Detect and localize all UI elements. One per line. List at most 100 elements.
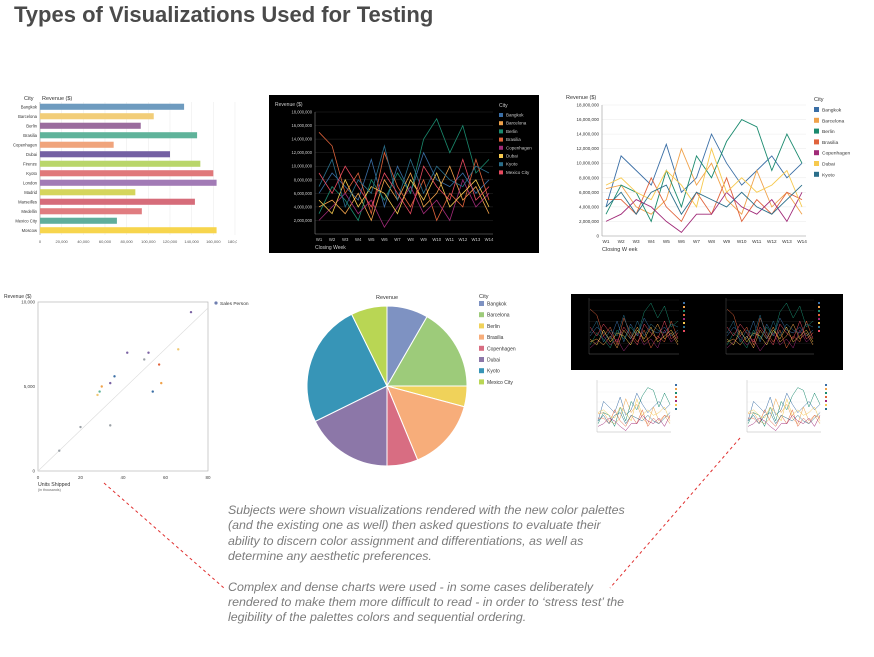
line-ytick: 12,000,000 [576, 146, 599, 151]
legend-swatch [814, 171, 819, 177]
dark-line-chart-panel: Revenue ($) 2,000,000 4,000,000 6,000,000 8,… [269, 95, 539, 253]
bar-xtick: 0 [39, 239, 42, 244]
bar-category-label: Firenze [23, 161, 38, 166]
bar-xtick: 140,000 [184, 239, 199, 244]
bar-chart-panel: City Revenue ($) 0 20,000 40,000 60,000 80,000… [5, 92, 237, 248]
thumb-legend-swatch [675, 408, 677, 410]
bar-xlabel: Revenue ($) [42, 96, 72, 102]
line-xtick: W12 [767, 239, 777, 244]
bar-bangkok [40, 103, 185, 110]
thumb-legend-swatch [825, 404, 827, 406]
thumb-series-line [597, 392, 671, 421]
series-line-dubai [605, 147, 803, 208]
legend-swatch [814, 107, 819, 112]
scatter-ytick: 10,000 [21, 300, 35, 305]
thumb-legend-swatch [825, 396, 827, 398]
line-xtick: W11 [446, 237, 455, 242]
pie-slice-dubai [314, 385, 388, 467]
line-ytick: 2,000,000 [579, 219, 600, 224]
pie-chart-panel: Revenue City Bangkok Barcelona Berlin Brasili… [300, 288, 540, 468]
bar-category-label: Moscow [22, 228, 38, 233]
thumb-series-line [589, 314, 679, 343]
thumb-legend-swatch [818, 322, 820, 324]
legend-swatch [499, 162, 503, 167]
scatter-point [79, 425, 82, 429]
line-ytick: 0 [596, 234, 599, 239]
pie-slice-barcelona [386, 316, 468, 387]
line-xtick: W8 [407, 237, 414, 242]
line-xlabel: Closing W eek [602, 247, 638, 253]
line-ylabel: Revenue ($) [275, 102, 303, 108]
pie-slice-mexico-city [350, 305, 388, 387]
thumb-legend-swatch [675, 384, 677, 386]
scatter-xlabel: Units Shipped [38, 482, 70, 488]
thumb-legend-swatch [818, 306, 820, 308]
thumb-series-line [597, 397, 671, 422]
line-ytick: 4,000,000 [579, 204, 600, 209]
scatter-xlabel-sub: (in thousands) [38, 488, 61, 492]
legend-label: Kyoto [506, 162, 518, 167]
series-line-barcelona [605, 147, 803, 216]
line-xtick: W3 [342, 237, 349, 242]
thumb-legend-swatch [683, 302, 685, 304]
legend-label: Copenhagen [506, 145, 532, 150]
line-ytick: 12,000,000 [292, 150, 313, 155]
thumb-legend-swatch [818, 326, 820, 328]
thumb-series-line [726, 320, 814, 346]
thumb-legend-swatch [683, 326, 685, 328]
scatter-legend-label: Sales Person [220, 301, 249, 307]
thumb-series-line [726, 314, 814, 343]
legend-swatch [814, 139, 819, 145]
bar-marseilles [40, 198, 195, 205]
bar-xtick: 60,000 [99, 239, 112, 244]
left-connector [103, 482, 225, 589]
line-ytick: 16,000,000 [576, 117, 599, 122]
thumb-series-line [726, 326, 814, 346]
scatter-point [96, 393, 99, 397]
thumbnail-grid [571, 294, 843, 440]
legend-label: Berlin [487, 324, 500, 330]
bar-xtick: 160,000 [206, 239, 221, 244]
line-ytick: 14,000,000 [292, 137, 313, 142]
series-line-brasilia [606, 176, 803, 223]
legend-swatch [479, 345, 484, 351]
bar-xtick: 120,000 [163, 239, 178, 244]
legend-label: Bangkok [487, 302, 507, 308]
line-xtick: W14 [797, 239, 807, 244]
thumb-legend-swatch [818, 314, 820, 316]
thumb-legend-swatch [683, 310, 685, 312]
bar-category-label: Berlin [26, 123, 37, 128]
scatter-point [98, 390, 101, 393]
bar-madrid [40, 189, 136, 196]
scatter-point [151, 390, 154, 393]
line-ytick: 4,000,000 [294, 204, 313, 209]
thumb-legend-swatch [675, 392, 677, 394]
legend-label: Dubai [822, 162, 835, 168]
legend-swatch [814, 161, 819, 166]
thumb-legend-swatch [683, 330, 685, 332]
series-line-berlin [605, 119, 803, 223]
pie-slice-brasilia [386, 385, 465, 461]
scatter-chart-panel: Revenue ($) 0 20 40 60 80 0 5,000 10,000 Sales Pe… [0, 290, 260, 496]
series-line-barcelona [318, 165, 490, 222]
thumb-series-line [747, 387, 821, 428]
thumb-legend-swatch [825, 408, 827, 410]
bar-barcelona [40, 113, 154, 120]
line-xtick: W6 [381, 237, 388, 242]
thumb-legend-swatch [825, 400, 827, 402]
line-ytick: 8,000,000 [579, 175, 600, 180]
thumb-series-line [589, 323, 679, 349]
series-line-kyoto [605, 184, 803, 216]
line-xtick: W1 [316, 237, 323, 242]
thumb-legend-swatch [683, 322, 685, 324]
line-ytick: 16,000,000 [292, 123, 313, 128]
series-line-berlin [318, 117, 490, 222]
caption-paragraph-1: Subjects were shown visualizations rende… [228, 503, 625, 564]
legend-label: Bangkok [822, 108, 842, 114]
page-title: Types of Visualizations Used for Testing [14, 2, 434, 27]
line-ytick: 8,000,000 [294, 177, 313, 182]
line-xtick: W2 [329, 237, 336, 242]
light-line-chart-panel: Revenue ($) 0 2,000,000 4,000,000 6,000,000 8… [562, 92, 874, 260]
line-xtick: W12 [458, 237, 467, 242]
thumb-series-line [589, 320, 679, 346]
